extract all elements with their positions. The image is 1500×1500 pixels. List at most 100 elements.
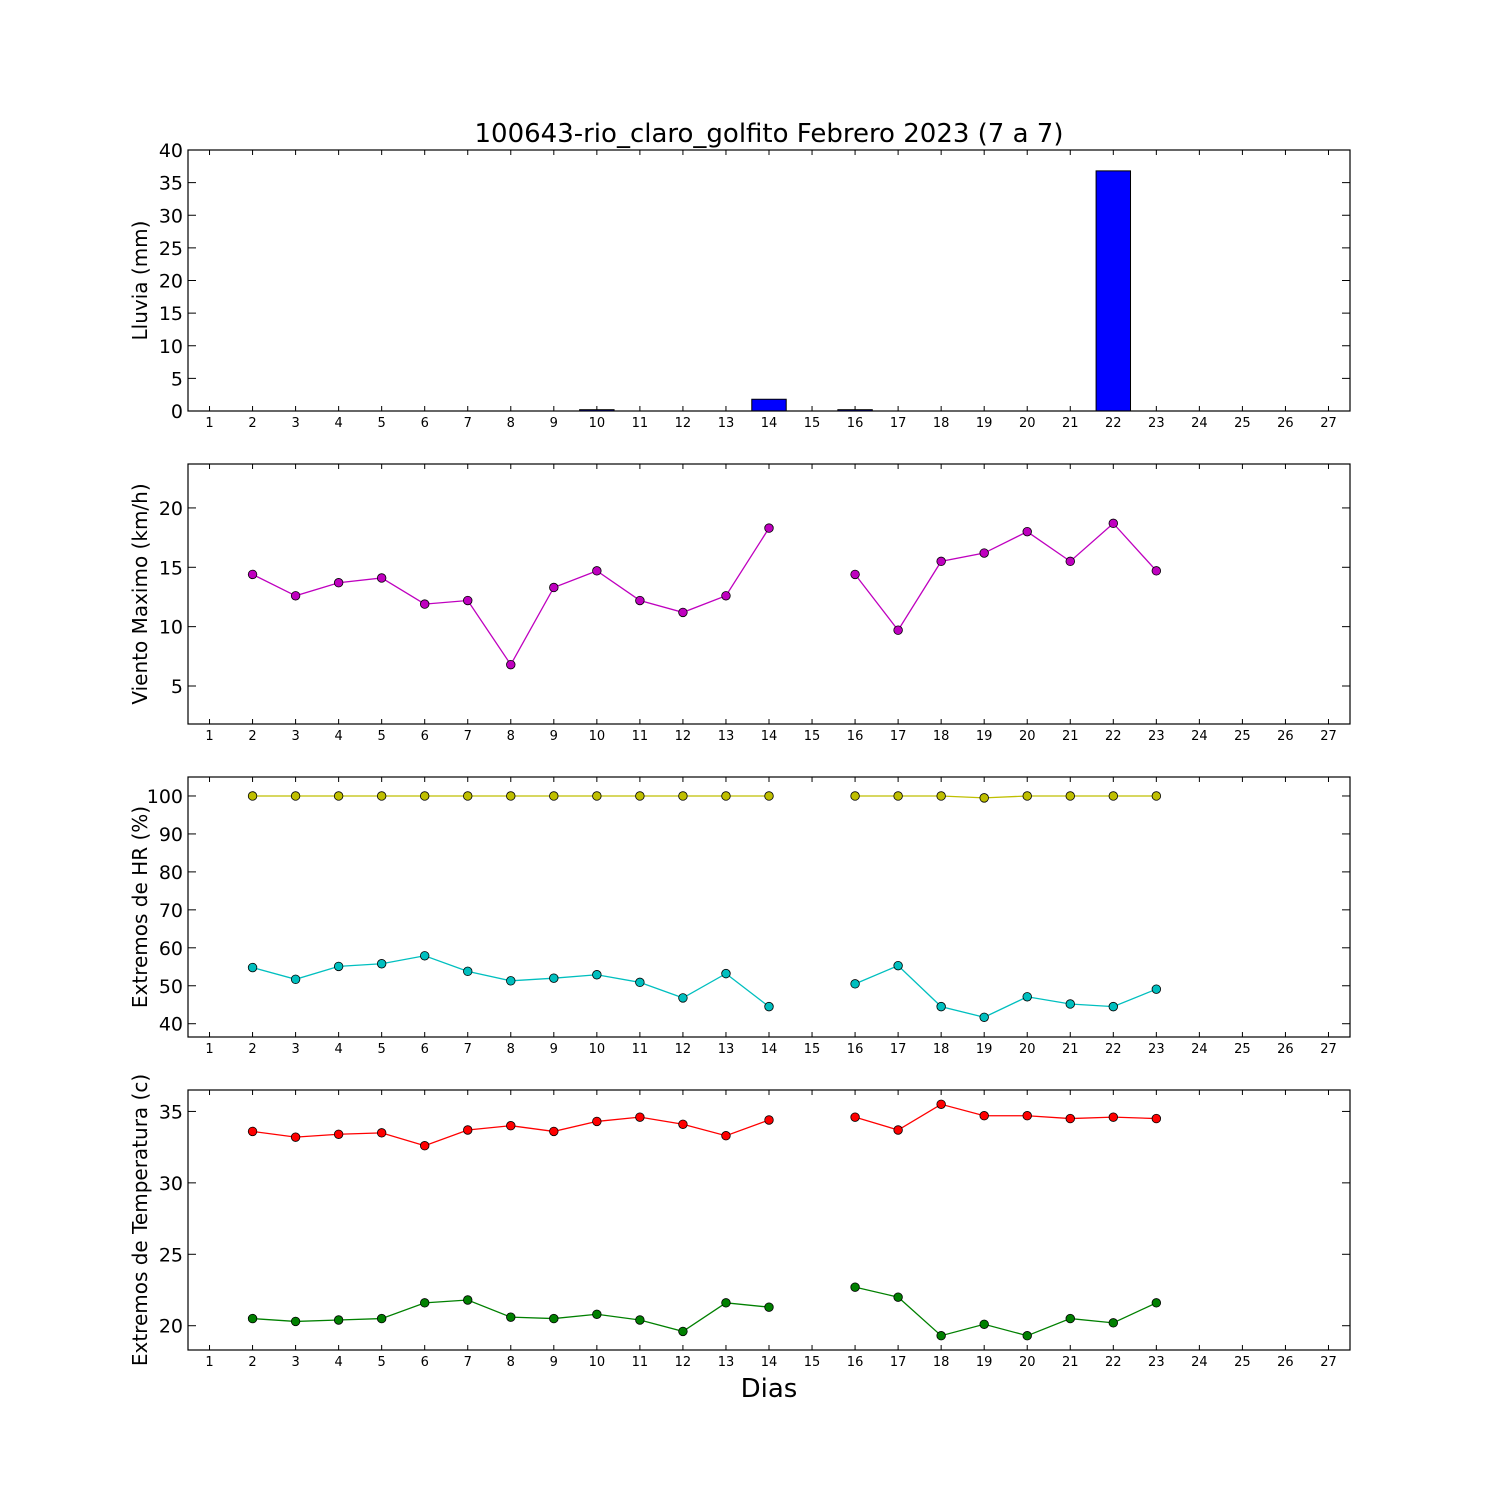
- humidity-ytick-label: 70: [159, 900, 183, 922]
- humidity-series-0-point: [420, 791, 430, 801]
- humidity-xtick-label: 9: [550, 1042, 558, 1057]
- temperature-xtick-label: 7: [464, 1355, 472, 1370]
- temperature-xtick-label: 6: [421, 1355, 429, 1370]
- temperature-series-0-point: [850, 1112, 860, 1122]
- humidity-series-1-point: [893, 960, 903, 971]
- temperature-series-0-point: [635, 1112, 645, 1122]
- humidity-series-0-point: [1065, 791, 1075, 801]
- rain-xtick-label: 10: [589, 416, 606, 431]
- rain-bar: [751, 398, 787, 412]
- rain-xtick-label: 1: [205, 416, 213, 431]
- temperature-y-axis-label: Extremos de Temperatura (c): [128, 1074, 152, 1366]
- humidity-xtick-label: 3: [291, 1042, 299, 1057]
- temperature-series-1-point: [420, 1298, 430, 1308]
- rain-xtick-label: 2: [248, 416, 256, 431]
- rain-xtick-label: 14: [761, 416, 778, 431]
- humidity-series-1-point: [420, 951, 430, 961]
- rain-panel: 1 2 3 4 5 6 7 8 9 10 11 12 13 14 15 16 17 18 19 20 21 22 23 24 2…: [128, 140, 1351, 431]
- rain-ytick-label: 20: [159, 271, 183, 293]
- temperature-series-1-point: [850, 1282, 860, 1292]
- wind-series-0-point: [1151, 566, 1162, 576]
- wind-xtick-label: 11: [632, 729, 649, 744]
- rain-xtick-label: 8: [507, 416, 515, 431]
- wind-xtick-label: 7: [464, 729, 472, 744]
- humidity-series-0-point: [893, 791, 903, 801]
- humidity-xtick-label: 14: [761, 1042, 778, 1057]
- temperature-series-0-point: [376, 1128, 387, 1138]
- humidity-xtick-label: 23: [1148, 1042, 1165, 1057]
- wind-series-0-point: [635, 595, 645, 606]
- wind-series-0-point: [1065, 556, 1075, 567]
- wind-ytick-label: 5: [171, 676, 183, 698]
- wind-ytick-label: 20: [159, 498, 183, 520]
- temperature-xtick-label: 9: [550, 1355, 558, 1370]
- temperature-xtick-label: 24: [1191, 1355, 1208, 1370]
- humidity-series-1-point: [1108, 1001, 1118, 1012]
- wind-ytick-label: 15: [159, 557, 183, 579]
- humidity-panel: 1 2 3 4 5 6 7 8 9 10 11 12 13 14 15 16 17 18 19 20 21 22 23 24 2…: [128, 776, 1351, 1057]
- temperature-series-0-point: [592, 1116, 602, 1127]
- humidity-xtick-label: 13: [718, 1042, 735, 1057]
- rain-xtick-label: 19: [976, 416, 993, 431]
- rain-ytick-label: 0: [171, 401, 183, 423]
- humidity-series-1-point: [376, 959, 387, 969]
- humidity-series-0-point: [290, 791, 301, 801]
- humidity-xtick-label: 16: [847, 1042, 864, 1057]
- humidity-series-1-point: [506, 976, 516, 986]
- temperature-series-0-point: [721, 1131, 731, 1141]
- temperature-series-1-point: [979, 1319, 989, 1329]
- temperature-xtick-label: 25: [1234, 1355, 1251, 1370]
- humidity-ytick-label: 100: [147, 786, 183, 808]
- rain-xtick-label: 27: [1320, 416, 1337, 431]
- temperature-ytick-label: 30: [159, 1173, 183, 1195]
- temperature-series-1-point: [333, 1315, 344, 1325]
- wind-series-0-point: [1022, 526, 1032, 537]
- humidity-xtick-label: 12: [675, 1042, 692, 1057]
- rain-ytick-label: 5: [171, 368, 183, 390]
- temperature-xtick-label: 27: [1320, 1355, 1337, 1370]
- wind-plot-area: [188, 464, 1350, 724]
- rain-xtick-label: 9: [550, 416, 558, 431]
- wind-xtick-label: 14: [761, 729, 778, 744]
- wind-xtick-label: 13: [718, 729, 735, 744]
- temperature-series-1-point: [936, 1331, 946, 1341]
- wind-xtick-label: 21: [1062, 729, 1079, 744]
- temperature-series-1-point: [1108, 1318, 1118, 1328]
- humidity-ytick-label: 90: [159, 824, 183, 846]
- humidity-series-0-point: [764, 791, 774, 801]
- temperature-series-1-point: [506, 1312, 516, 1322]
- wind-panel: 1 2 3 4 5 6 7 8 9 10 11 12 13 14 15 16 17 18 19 20 21 22 23 24 2…: [128, 463, 1351, 744]
- wind-xtick-label: 24: [1191, 729, 1208, 744]
- humidity-series-0-point: [1022, 791, 1032, 801]
- humidity-series-1-point: [247, 962, 258, 973]
- humidity-xtick-label: 10: [589, 1042, 606, 1057]
- wind-xtick-label: 5: [378, 729, 386, 744]
- humidity-xtick-label: 21: [1062, 1042, 1079, 1057]
- humidity-series-1-line: [854, 964, 1157, 1018]
- temperature-series-0-point: [463, 1125, 473, 1135]
- humidity-series-1-point: [549, 973, 559, 983]
- humidity-series-0-point: [247, 791, 258, 801]
- temperature-xtick-label: 21: [1062, 1355, 1079, 1370]
- wind-series-0-point: [592, 566, 602, 576]
- temperature-xtick-label: 12: [675, 1355, 692, 1370]
- temperature-xtick-label: 15: [804, 1355, 821, 1370]
- temperature-xtick-label: 3: [291, 1355, 299, 1370]
- wind-series-0-point: [764, 523, 774, 533]
- wind-xtick-label: 17: [890, 729, 907, 744]
- humidity-xtick-label: 2: [248, 1042, 256, 1057]
- humidity-ytick-label: 50: [159, 976, 183, 998]
- humidity-series-1-point: [979, 1012, 989, 1022]
- temperature-series-1-point: [1151, 1298, 1162, 1308]
- wind-xtick-label: 15: [804, 729, 821, 744]
- temperature-series-1-point: [678, 1326, 688, 1337]
- temperature-panel: 1 2 3 4 5 6 7 8 9 10 11 12 13 14 15 16 17 18 19 20 21 22 23 24 2…: [128, 1074, 1351, 1370]
- humidity-series-0-point: [463, 791, 473, 801]
- wind-series-0-line: [854, 522, 1157, 632]
- humidity-xtick-label: 5: [378, 1042, 386, 1057]
- humidity-series-1-point: [290, 974, 301, 985]
- temperature-series-0-point: [979, 1111, 989, 1121]
- temperature-xtick-label: 2: [248, 1355, 256, 1370]
- temperature-axes-frame: [187, 1089, 1351, 1351]
- rain-xtick-label: 11: [632, 416, 649, 431]
